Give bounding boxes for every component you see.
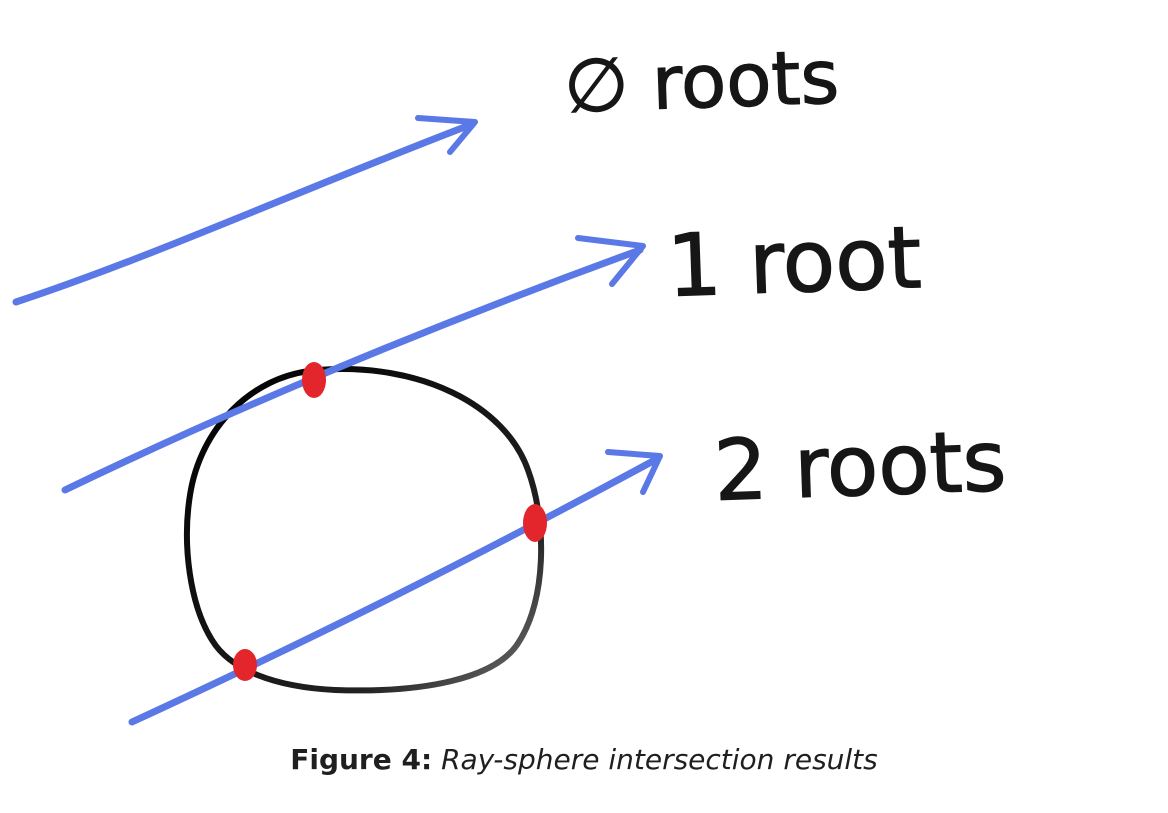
ray-two-roots — [128, 449, 663, 726]
label-zero-roots: ∅ roots — [563, 34, 841, 130]
tangent-point-marker — [302, 362, 326, 398]
label-one-root: 1 root — [665, 208, 923, 317]
caption-label: Figure 4: — [290, 743, 433, 776]
figure-caption: Figure 4: Ray-sphere intersection result… — [0, 740, 1168, 780]
ray-sphere-diagram: ∅ roots 1 root 2 roots — [12, 34, 1008, 726]
sphere-outline — [183, 366, 545, 694]
ray-one-root — [61, 235, 646, 494]
caption-text: Ray-sphere intersection results — [441, 743, 878, 776]
entry-point-marker — [233, 649, 257, 681]
ray-zero-roots — [12, 115, 478, 306]
exit-point-marker — [523, 504, 547, 542]
label-two-roots: 2 roots — [712, 412, 1008, 520]
